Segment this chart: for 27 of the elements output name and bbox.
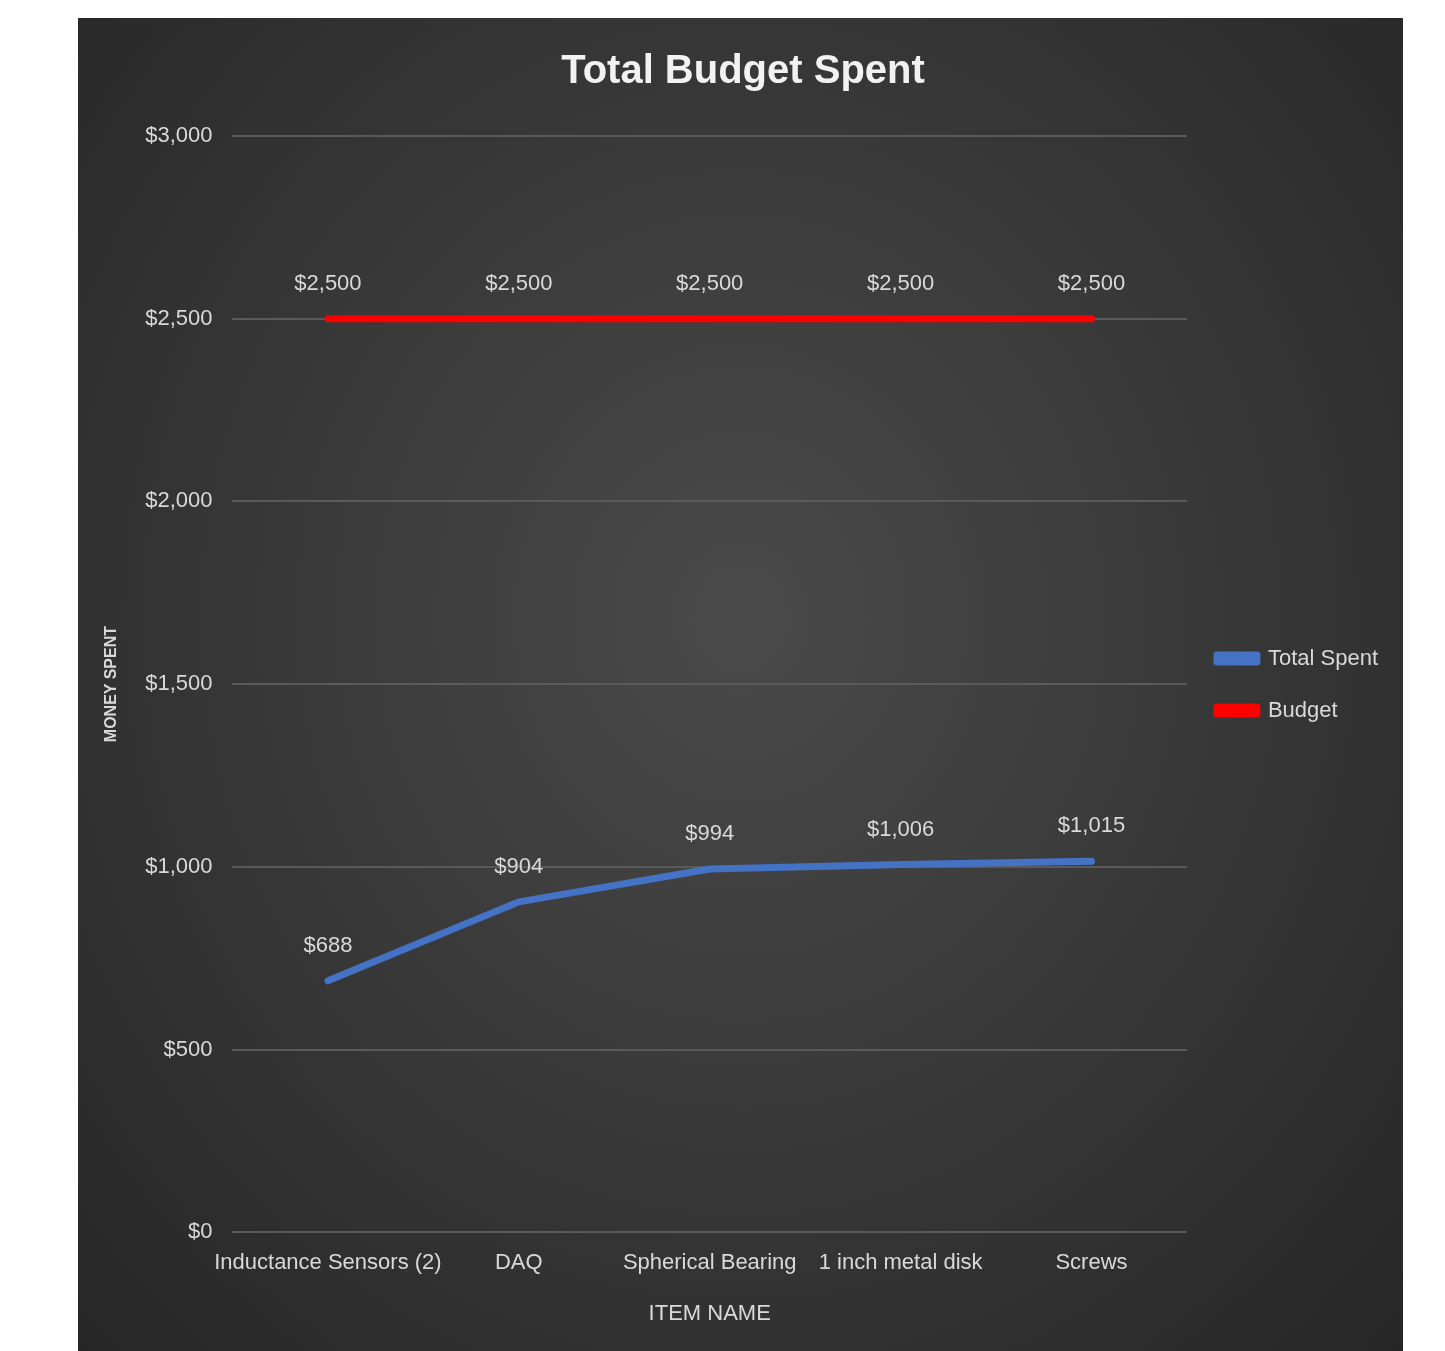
data-label: $994 [685, 820, 735, 846]
data-label: $904 [494, 852, 544, 878]
data-label: $2,500 [485, 269, 553, 295]
chart-title: Total Budget Spent [561, 47, 925, 92]
legend-label: Total Spent [1267, 644, 1378, 670]
data-label: $2,500 [294, 269, 362, 295]
y-axis-title: MONEY SPENT [102, 625, 120, 743]
y-tick-label: $0 [188, 1218, 213, 1244]
y-tick-label: $500 [163, 1035, 213, 1061]
x-tick-label: 1 inch metal disk [818, 1249, 984, 1275]
x-axis-title: ITEM NAME [648, 1299, 771, 1325]
x-tick-label: Screws [1055, 1249, 1128, 1275]
y-tick-label: $1,000 [145, 852, 213, 878]
y-tick-label: $2,000 [145, 487, 213, 513]
data-label: $688 [303, 931, 353, 957]
data-label: $2,500 [866, 269, 935, 295]
legend-label: Budget [1267, 696, 1338, 722]
x-tick-label: DAQ [494, 1249, 543, 1275]
data-label: $1,006 [866, 815, 935, 841]
y-tick-label: $1,500 [145, 670, 213, 696]
data-label: $2,500 [1057, 269, 1126, 295]
y-tick-label: $2,500 [145, 304, 213, 330]
y-tick-label: $3,000 [145, 122, 213, 148]
x-tick-label: Inductance Sensors (2) [214, 1249, 442, 1275]
data-label: $2,500 [676, 269, 744, 295]
x-tick-label: Spherical Bearing [622, 1249, 797, 1275]
data-label: $1,015 [1057, 812, 1126, 838]
